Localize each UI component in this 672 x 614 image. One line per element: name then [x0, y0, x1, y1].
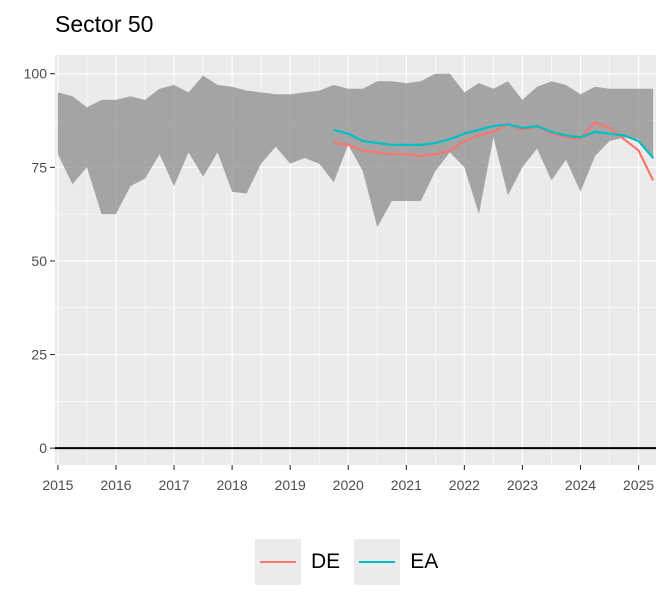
y-tick-label: 50: [31, 253, 47, 269]
series-line-ea: [333, 123, 654, 159]
y-tick-label: 0: [39, 440, 47, 456]
series-line-de: [333, 121, 655, 181]
x-tick-label: 2024: [565, 477, 596, 493]
chart-title: Sector 50: [55, 11, 154, 37]
x-tick-label: 2019: [275, 477, 306, 493]
legend-key-ea: [354, 539, 401, 585]
x-tick-label: 2016: [100, 477, 131, 493]
legend-item-de: DE: [255, 539, 340, 585]
chart-plot: 0 25 50 75 100 2015 2016 2017 2018 2019 2020 2021 20…: [24, 55, 656, 493]
x-tick-label: 2021: [391, 477, 422, 493]
legend-item-ea: EA: [354, 539, 438, 585]
x-tick-label: 2017: [158, 477, 189, 493]
y-tick-label: 25: [31, 347, 47, 363]
legend-key-de: [255, 539, 301, 585]
x-tick-label: 2022: [449, 477, 480, 493]
x-tick-label: 2018: [217, 477, 248, 493]
x-tick-label: 2023: [507, 477, 538, 493]
y-tick-label: 100: [24, 66, 48, 82]
legend-label-de: DE: [311, 550, 341, 573]
x-tick-label: 2025: [623, 477, 654, 493]
range-band: [57, 73, 654, 228]
legend-label-ea: EA: [410, 550, 439, 573]
x-tick-label: 2020: [333, 477, 364, 493]
y-tick-label: 75: [31, 159, 47, 175]
x-tick-label: 2015: [42, 477, 73, 493]
legend: DE EA: [255, 538, 452, 586]
